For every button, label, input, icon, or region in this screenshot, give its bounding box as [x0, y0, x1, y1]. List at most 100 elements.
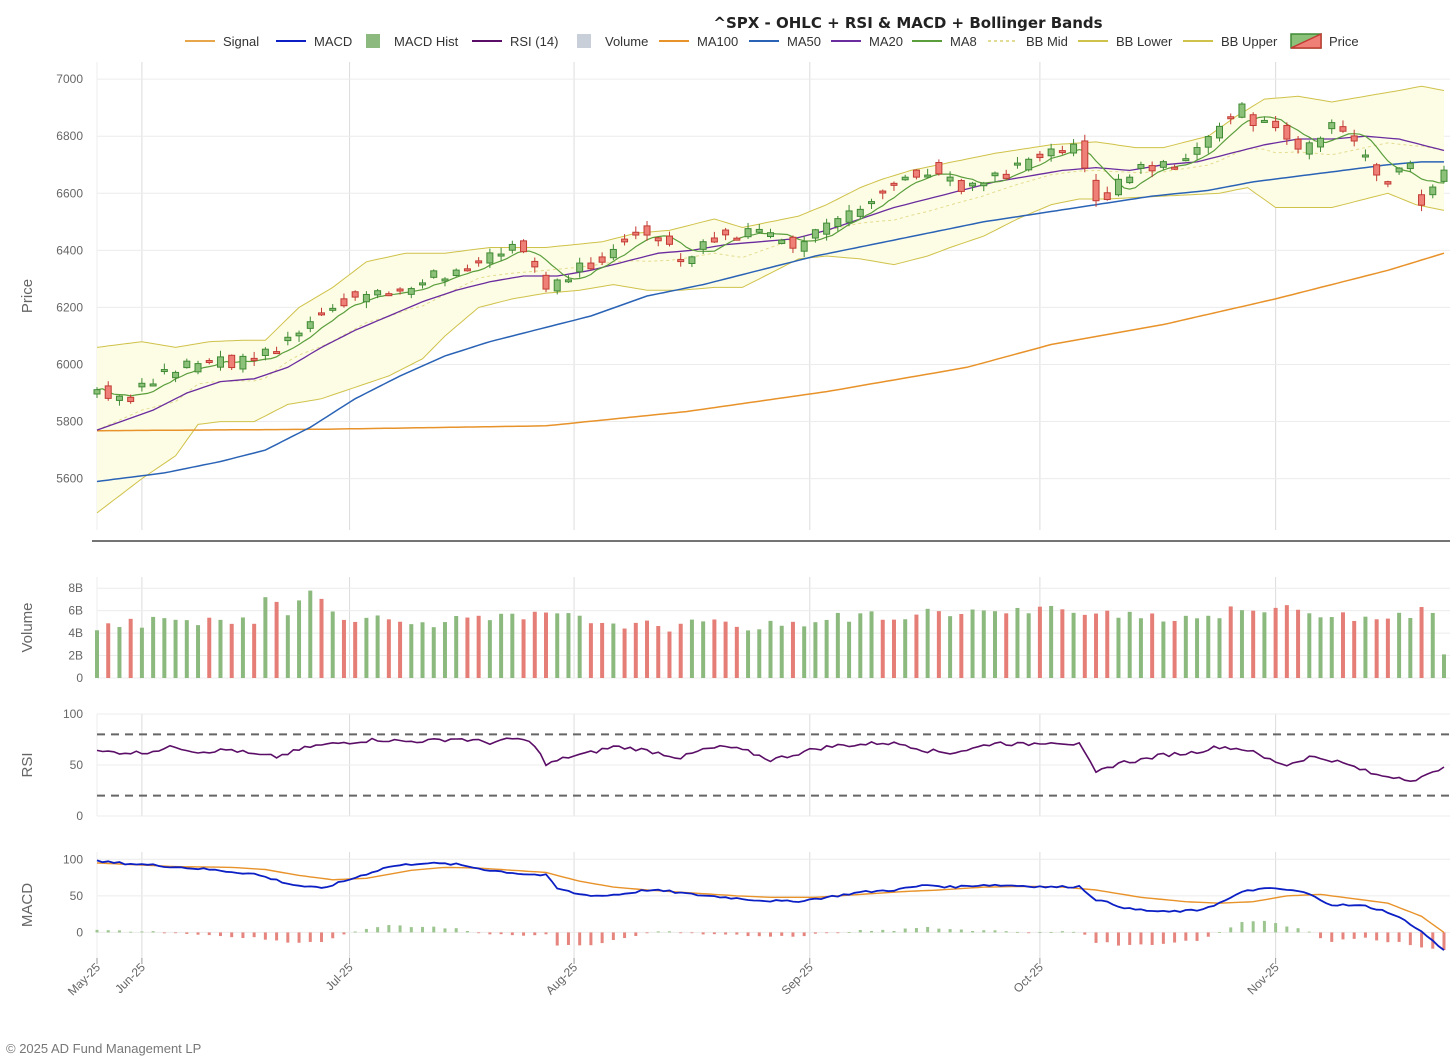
price-panel [93, 85, 1448, 514]
volume-bar [1397, 612, 1402, 678]
macd-hist-bar [667, 931, 671, 933]
volume-bar [1183, 615, 1188, 678]
candle-body [1339, 126, 1347, 132]
candle-body [419, 282, 427, 286]
y-tick-label: 100 [63, 707, 83, 721]
x-axis: May-25 Jun-25 Jul-25 Aug-25 Sep-25 Oct-25 Nov-… [65, 958, 1282, 998]
macd-hist-bar [746, 932, 750, 937]
macd-hist-bar [286, 932, 290, 943]
volume-bar [544, 612, 548, 678]
macd-hist-bar [836, 932, 840, 934]
candle-body [273, 351, 281, 355]
volume-bar [285, 615, 290, 678]
macd-hist-bar [533, 932, 537, 936]
macd-hist-bar [791, 932, 795, 937]
candle-body [755, 228, 763, 233]
volume-bar [622, 628, 627, 678]
macd-hist-bar [892, 931, 896, 933]
macd-hist-bar [1173, 932, 1177, 943]
candle-body [486, 252, 494, 264]
volume-bar [1206, 615, 1211, 678]
volume-bar [577, 615, 582, 678]
volume-bar [319, 598, 324, 678]
macd-hist-bar [802, 932, 806, 937]
volume-bar [1273, 607, 1278, 678]
macd-hist-bar [1038, 932, 1042, 933]
candle-body [901, 176, 909, 181]
volume-bar [768, 620, 773, 678]
y-tick-label: 6200 [56, 300, 83, 314]
y-axis-labels: 5600 5800 6000 6200 6400 6600 6800 7000 Price 0 2B… [19, 72, 83, 939]
macd-hist-bar [1015, 931, 1019, 933]
volume-bar [1082, 614, 1087, 678]
y-tick-label: 4B [68, 626, 83, 640]
macd-hist-bar [95, 929, 99, 933]
volume-bar [611, 623, 616, 678]
candle-body [912, 169, 920, 178]
volume-bar [151, 616, 156, 678]
candle-body [1171, 166, 1179, 170]
volume-bar [1385, 618, 1390, 678]
volume-bar [1004, 613, 1009, 678]
volume-bar [1296, 609, 1301, 678]
volume-bar [274, 601, 279, 678]
macd-hist-bar [454, 928, 458, 933]
candle-body [531, 260, 539, 268]
x-tick-label: May-25 [65, 960, 103, 998]
volume-bar [1340, 612, 1345, 678]
candle-body [430, 270, 438, 278]
macd-hist-bar [701, 932, 705, 935]
candle-body [1361, 154, 1369, 158]
candle-body [1148, 165, 1156, 172]
volume-bar [1442, 654, 1446, 678]
y-tick-label: 6800 [56, 129, 83, 143]
macd-hist-bar [881, 929, 885, 933]
candle-body [261, 348, 269, 356]
volume-bar [936, 611, 941, 678]
macd-hist-bar [499, 932, 503, 935]
macd-hist-bar [1251, 921, 1255, 933]
volume-bar [364, 617, 369, 678]
candle-body [1193, 147, 1201, 155]
candle-body [1350, 135, 1358, 142]
macd-hist-bar [353, 931, 357, 933]
macd-hist-bar [185, 932, 189, 934]
macd-hist-bar [914, 928, 918, 933]
legend-label: BB Upper [1221, 34, 1278, 49]
candle-body [924, 174, 932, 178]
macd-hist-bar [1262, 920, 1266, 933]
candle-body [1216, 125, 1223, 139]
macd-hist-bar [510, 932, 514, 936]
candle-body [609, 248, 617, 259]
macd-hist-bar [1195, 932, 1199, 941]
rsi-line [96, 737, 1445, 783]
ma20-line [96, 135, 1445, 431]
macd-hist-bar [1027, 932, 1031, 934]
macd-hist-bar [1386, 932, 1390, 943]
candle-body [564, 279, 572, 283]
volume-bar [308, 590, 313, 678]
volume-bar [1060, 609, 1065, 678]
volume-bar [1105, 610, 1110, 678]
volume-bar [476, 615, 481, 678]
volume-bar [813, 622, 818, 678]
candle-body [800, 241, 808, 252]
macd-hist-bar [106, 930, 110, 933]
macd-hist-bar [140, 931, 144, 933]
macd-line [96, 859, 1445, 951]
y-axis-title: MACD [19, 883, 36, 927]
candle-body [475, 260, 483, 264]
ma100-line [97, 252, 1445, 432]
macd-hist-bar [1330, 932, 1334, 942]
legend-label: MA50 [787, 34, 821, 49]
volume-bar [757, 629, 762, 678]
volume-bar [970, 609, 975, 678]
candle-body [677, 259, 685, 263]
volume-bar [701, 621, 706, 678]
volume-bar [600, 622, 605, 678]
macd-hist-bar [129, 931, 133, 933]
candle-body [1249, 114, 1257, 127]
volume-bar [95, 630, 99, 678]
legend-label: MA8 [950, 34, 977, 49]
volume-bar [712, 619, 717, 678]
